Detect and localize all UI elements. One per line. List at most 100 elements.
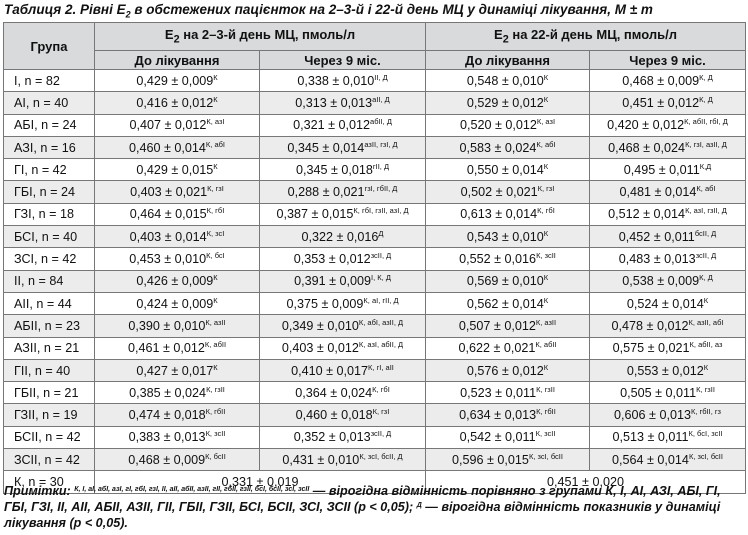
header-day22-text: на 22-й день МЦ, пмоль/л — [508, 27, 677, 43]
significance-superscript: К — [213, 161, 218, 171]
value-cell: 0,523 ± 0,011К, гзІІ — [425, 381, 590, 405]
mean-value: 0,538 ± 0,009 — [622, 274, 700, 289]
table-row: АІІ, n = 44 0,424 ± 0,009К 0,375 ± 0,009К,… — [3, 291, 746, 316]
header-before-2: До лікування — [425, 50, 590, 70]
value-cell: 0,562 ± 0,014К — [425, 291, 590, 316]
significance-superscript: К — [213, 295, 218, 305]
mean-value: 0,564 ± 0,014 — [612, 452, 689, 467]
header-day23-text: на 2–3-й день МЦ, пмоль/л — [179, 27, 356, 43]
mean-value: 0,575 ± 0,021 — [612, 341, 690, 356]
mean-value: 0,505 ± 0,011 — [620, 385, 697, 400]
significance-superscript: К — [543, 273, 549, 283]
mean-value: 0,313 ± 0,013 — [295, 95, 373, 110]
mean-value: 0,345 ± 0,014 — [287, 140, 365, 155]
mean-value: 0,613 ± 0,014 — [460, 207, 538, 222]
value-cell: 0,288 ± 0,021гзІ, гбІІ, Д — [259, 180, 426, 204]
mean-value: 0,460 ± 0,018 — [295, 408, 373, 423]
table-row: ЗСІІ, n = 42 0,468 ± 0,009К, бсІІ 0,431 ± … — [3, 448, 746, 472]
significance-superscript: К, гзІ — [207, 184, 224, 194]
mean-value: 0,634 ± 0,013 — [459, 408, 537, 423]
mean-value: 0,403 ± 0,014 — [129, 229, 207, 244]
mean-value: 0,322 ± 0,016 — [301, 229, 379, 244]
value-cell: 0,569 ± 0,010К — [425, 269, 590, 293]
mean-value: 0,321 ± 0,012 — [293, 118, 371, 133]
value-cell: 0,474 ± 0,018К, гбІІ — [94, 403, 260, 427]
group-cell: АЗІІ, n = 21 — [3, 336, 95, 360]
value-cell: 0,583 ± 0,024К, абІ — [425, 135, 590, 160]
value-cell: 0,552 ± 0,016К, зсІІ — [425, 247, 590, 271]
e2-subscript: 2 — [173, 33, 180, 46]
e2-symbol: Е — [164, 27, 174, 43]
significance-superscript: К, зсІ, бсІІ — [528, 451, 563, 461]
value-cell: 0,391 ± 0,009І, К, Д — [259, 269, 426, 293]
mean-value: 0,424 ± 0,009 — [136, 296, 214, 311]
significance-superscript: К, гбІІ — [205, 407, 226, 417]
group-cell: ГЗІІ, n = 19 — [3, 403, 95, 427]
group-cell: АІ, n = 40 — [3, 91, 95, 115]
significance-superscript: зсІІ, Д — [695, 251, 717, 261]
table-row: ГБІІ, n = 21 0,385 ± 0,024К, гзІІ 0,364 ± … — [3, 381, 746, 405]
value-cell: 0,385 ± 0,024К, гзІІ — [94, 381, 260, 405]
value-cell: 0,548 ± 0,010К — [425, 68, 590, 93]
value-cell: 0,468 ± 0,009К, Д — [589, 68, 746, 93]
significance-superscript: К, гзІ — [372, 407, 390, 417]
table-row: АБІІ, n = 23 0,390 ± 0,010К, азІІ 0,349 ± … — [3, 314, 746, 338]
value-cell: 0,513 ± 0,011К, бсІ, зсІІ — [589, 425, 746, 450]
mean-value: 0,468 ± 0,009 — [128, 452, 206, 467]
mean-value: 0,512 ± 0,014 — [608, 207, 686, 222]
value-cell: 0,553 ± 0,012К — [589, 358, 746, 383]
significance-superscript: Д — [378, 228, 384, 238]
value-cell: 0,575 ± 0,021К, абІІ, аз — [589, 336, 746, 360]
mean-value: 0,431 ± 0,010 — [282, 452, 360, 467]
mean-value: 0,429 ± 0,015 — [136, 162, 214, 177]
value-cell: 0,481 ± 0,014К, абІ — [589, 180, 746, 204]
value-cell: 0,353 ± 0,012зсІІ, Д — [259, 247, 426, 271]
value-cell: 0,576 ± 0,012К — [425, 358, 590, 383]
value-cell: 0,452 ± 0,011бсІІ, Д — [589, 225, 746, 249]
mean-value: 0,391 ± 0,009 — [294, 274, 372, 289]
header-after-2: Через 9 міс. — [589, 50, 746, 70]
group-cell: ГІІ, n = 40 — [3, 358, 95, 383]
value-cell: 0,524 ± 0,014К — [589, 291, 746, 316]
header-day23: Е2 на 2–3-й день МЦ, пмоль/л — [94, 22, 426, 51]
significance-superscript: К, зсІ — [206, 228, 225, 238]
mean-value: 0,507 ± 0,012 — [458, 318, 536, 333]
value-cell: 0,387 ± 0,015К, гбІ, гзІІ, азІ, Д — [259, 202, 426, 227]
group-cell: АБІ, n = 24 — [3, 113, 95, 137]
significance-superscript: К, бсІ — [206, 251, 225, 261]
group-cell: АЗІ, n = 16 — [3, 135, 95, 160]
control-row: К, n = 30 0,331 ± 0,019 0,451 ± 0,020 — [3, 470, 746, 494]
control-value-day22: 0,451 ± 0,020 — [425, 470, 746, 494]
value-cell: 0,349 ± 0,010К, абІ, азІІ, Д — [259, 314, 426, 338]
table-row: ІІ, n = 84 0,426 ± 0,009К 0,391 ± 0,009І, … — [3, 269, 746, 293]
mean-value: 0,548 ± 0,010 — [466, 73, 544, 88]
value-cell: 0,495 ± 0,011К,Д — [589, 158, 746, 182]
significance-superscript: К, гІ, аІІ — [368, 362, 394, 372]
mean-value: 0,553 ± 0,012 — [626, 363, 704, 378]
significance-superscript: К, гзІІ — [206, 384, 225, 394]
header-before-1: До лікування — [94, 50, 260, 70]
significance-superscript: К, абІІ, аз — [689, 340, 723, 350]
group-cell: АБІІ, n = 23 — [3, 314, 95, 338]
mean-value: 0,383 ± 0,013 — [128, 430, 206, 445]
significance-superscript: К, Д — [699, 273, 713, 283]
control-value-day23: 0,331 ± 0,019 — [94, 470, 426, 494]
mean-value: 0,407 ± 0,012 — [129, 118, 207, 133]
table-row: ЗСІ, n = 42 0,453 ± 0,010К, бсІ 0,353 ± 0,… — [3, 247, 746, 271]
group-cell: К, n = 30 — [3, 470, 95, 494]
significance-superscript: К, гзІІ — [696, 384, 715, 394]
mean-value: 0,468 ± 0,024 — [608, 140, 686, 155]
mean-value: 0,569 ± 0,010 — [466, 274, 544, 289]
value-cell: 0,407 ± 0,012К, азІ — [94, 113, 260, 137]
value-cell: 0,429 ± 0,009К — [94, 68, 260, 93]
significance-superscript: гІІ, Д — [372, 161, 390, 171]
mean-value: 0,478 ± 0,012 — [611, 318, 689, 333]
value-cell: 0,468 ± 0,024К, гзІ, азІІ, Д — [589, 135, 746, 160]
value-cell: 0,542 ± 0,011К, зсІІ — [425, 425, 590, 450]
mean-value: 0,453 ± 0,010 — [129, 252, 207, 267]
value-cell: 0,364 ± 0,024К, гбІ — [259, 381, 426, 405]
significance-superscript: К, азІ, гзІІ, Д — [685, 206, 727, 216]
group-cell: ГБІІ, n = 21 — [3, 381, 95, 405]
value-cell: 0,550 ± 0,014К — [425, 158, 590, 182]
value-cell: 0,322 ± 0,016Д — [259, 225, 426, 249]
